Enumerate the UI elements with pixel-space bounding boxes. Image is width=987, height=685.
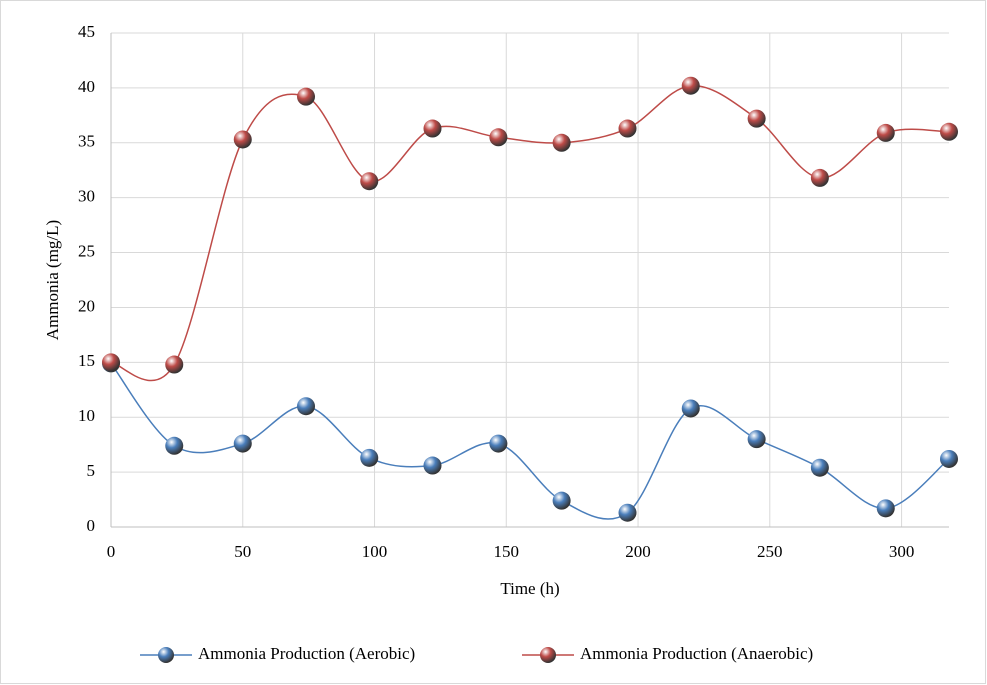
data-point [810,458,829,477]
data-point [747,430,766,449]
data-point [297,397,316,416]
data-point [552,133,571,152]
data-point [233,130,252,149]
y-tick-label: 20 [78,296,95,315]
y-tick-label: 10 [78,406,95,425]
data-point [233,434,252,453]
y-tick-label: 25 [78,241,95,260]
data-point [360,448,379,467]
x-tick-label: 150 [494,542,520,561]
data-point [681,76,700,95]
data-point [165,355,184,374]
data-point [297,87,316,106]
data-point [552,491,571,510]
data-point [423,119,442,138]
data-point [810,168,829,187]
y-tick-label: 40 [78,77,95,96]
x-tick-label: 250 [757,542,783,561]
legend-marker [158,647,174,663]
x-axis-title: Time (h) [500,579,559,598]
data-point [876,499,895,518]
x-tick-label: 0 [107,542,116,561]
y-tick-label: 35 [78,132,95,151]
x-tick-label: 50 [234,542,251,561]
y-tick-label: 45 [78,22,95,41]
data-point [618,503,637,522]
legend-marker [540,647,556,663]
data-point [747,109,766,128]
data-point [360,172,379,191]
y-tick-label: 5 [87,461,96,480]
x-tick-label: 200 [625,542,651,561]
y-tick-label: 15 [78,351,95,370]
y-axis-title: Ammonia (mg/L) [43,220,62,340]
data-point [102,353,120,372]
legend-label: Ammonia Production (Anaerobic) [580,644,813,663]
data-point [940,449,958,468]
y-tick-label: 0 [87,516,96,535]
legend-label: Ammonia Production (Aerobic) [198,644,415,663]
data-point [618,119,637,138]
x-tick-label: 100 [362,542,388,561]
data-point [489,128,508,147]
data-point [423,456,442,475]
x-tick-label: 300 [889,542,915,561]
data-point [940,122,958,141]
y-tick-label: 30 [78,187,95,206]
data-point [681,399,700,418]
data-point [165,436,184,455]
data-point [489,434,508,453]
data-point [876,123,895,142]
